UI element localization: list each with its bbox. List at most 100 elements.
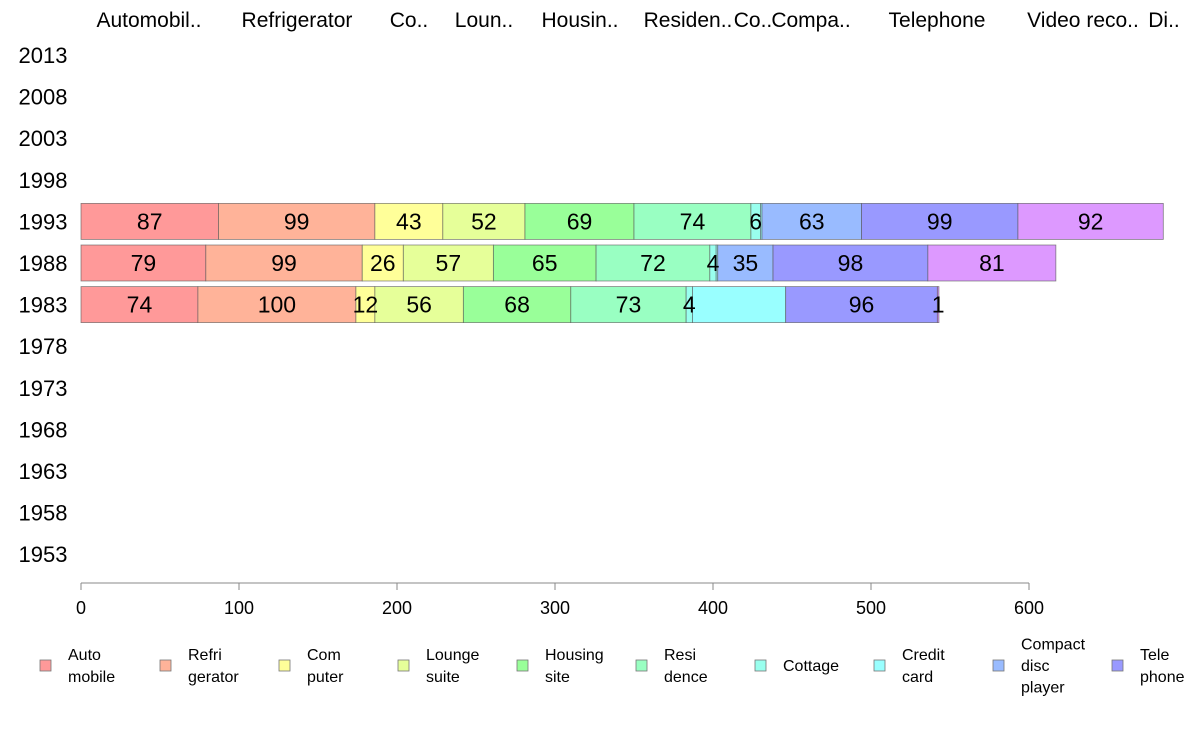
bar-value-label: 6 — [749, 208, 762, 234]
bar-value-label: 63 — [799, 208, 825, 234]
bar-value-label: 92 — [1078, 208, 1104, 234]
legend-label: mobile — [68, 669, 115, 686]
y-tick-label: 2003 — [19, 126, 68, 151]
legend-label: suite — [426, 669, 460, 686]
y-tick-label: 1988 — [19, 251, 68, 276]
bar-value-label: 99 — [927, 208, 953, 234]
bar-segment — [462, 286, 572, 324]
bar-value-label: 56 — [406, 292, 432, 318]
bar-segment — [927, 244, 1057, 282]
legend-label: disc — [1021, 658, 1049, 675]
bar-value-label: 81 — [979, 250, 1005, 276]
bar-segment — [785, 286, 938, 324]
y-tick-label: 1963 — [19, 459, 68, 484]
bar-segment — [936, 286, 940, 324]
y-tick-label: 2013 — [19, 43, 68, 68]
legend-label: card — [902, 669, 933, 686]
legend-label: Auto — [68, 647, 101, 664]
bar-value-label: 87 — [137, 208, 163, 234]
legend-label: Lounge — [426, 647, 479, 664]
legend-label: dence — [664, 669, 708, 686]
bar-segment — [595, 244, 711, 282]
y-tick-label: 1958 — [19, 501, 68, 526]
legend-swatch — [278, 659, 291, 672]
bar-segment — [374, 286, 464, 324]
bar-segment — [80, 286, 199, 324]
x-tick-label: 0 — [76, 598, 86, 618]
bar-segment — [361, 244, 404, 282]
bar-segment — [717, 244, 774, 282]
legend-label: phone — [1140, 669, 1185, 686]
bar-value-label: 68 — [504, 292, 530, 318]
x-axis: 0 100 200 300 400 500 600 — [76, 582, 1044, 618]
legend-label: Housing — [545, 647, 604, 664]
bar-value-label: 43 — [396, 208, 422, 234]
bar-segment — [692, 286, 787, 324]
y-tick-label: 1978 — [19, 334, 68, 359]
legend-swatch — [992, 659, 1005, 672]
x-tick-label: 200 — [382, 598, 412, 618]
top-label: Video reco.. — [1027, 9, 1139, 32]
x-tick-label: 500 — [856, 598, 886, 618]
y-tick-label: 1953 — [19, 542, 68, 567]
legend-label: player — [1021, 680, 1065, 697]
top-label: Loun.. — [455, 9, 513, 32]
legend-label: Cottage — [783, 658, 839, 675]
legend-swatch — [516, 659, 529, 672]
legend-swatch — [397, 659, 410, 672]
legend-label: gerator — [188, 669, 239, 686]
bar-value-label: 57 — [436, 250, 462, 276]
bar-value-label: 74 — [127, 292, 153, 318]
top-label: Residen.. — [644, 9, 733, 32]
bar-value-label: 65 — [532, 250, 558, 276]
bar-segment — [1017, 202, 1164, 240]
bar-value-label: 69 — [567, 208, 593, 234]
legend-swatch — [159, 659, 172, 672]
top-label: Di.. — [1148, 9, 1180, 32]
legend-label: Credit — [902, 647, 945, 664]
y-tick-label: 1998 — [19, 168, 68, 193]
bar-segment — [218, 202, 376, 240]
bar-value-label: 1 — [932, 292, 945, 318]
bar-value-label: 79 — [131, 250, 157, 276]
legend: Auto mobile Refri gerator Com puter Lounge suit… — [39, 636, 1185, 697]
legend-label: Compact — [1021, 636, 1086, 653]
x-tick-label: 300 — [540, 598, 570, 618]
bar-value-label: 26 — [370, 250, 396, 276]
bar-segment — [442, 202, 526, 240]
legend-swatch — [39, 659, 52, 672]
legend-swatch — [635, 659, 648, 672]
bar-segment — [861, 202, 1019, 240]
top-label: Automobil.. — [96, 9, 201, 32]
legend-label: Com — [307, 647, 341, 664]
bar-value-label: 4 — [707, 250, 720, 276]
legend-swatch — [754, 659, 767, 672]
top-label: Compa.. — [771, 9, 850, 32]
bar-value-label: 35 — [733, 250, 759, 276]
y-tick-label: 1968 — [19, 417, 68, 442]
top-category-labels: Automobil.. Refrigerator Co.. Loun.. Housin.… — [96, 9, 1179, 32]
top-label: Co.. — [734, 9, 773, 32]
x-tick-label: 400 — [698, 598, 728, 618]
bar-segment — [374, 202, 444, 240]
legend-swatch — [873, 659, 886, 672]
y-axis-tick-labels: 2013 2008 2003 1998 1993 1988 1983 1978 1973 1968… — [19, 43, 68, 567]
top-label: Telephone — [889, 9, 986, 32]
y-tick-label: 1993 — [19, 209, 68, 234]
legend-label: puter — [307, 669, 344, 686]
top-label: Refrigerator — [242, 9, 353, 32]
bar-segment — [633, 202, 752, 240]
bar-segment — [205, 244, 363, 282]
bar-value-label: 100 — [258, 292, 296, 318]
y-tick-label: 1983 — [19, 293, 68, 318]
bar-segment — [80, 202, 219, 240]
bar-value-label: 52 — [471, 208, 497, 234]
legend-label: Tele — [1140, 647, 1169, 664]
bar-value-label: 96 — [849, 292, 875, 318]
bar-value-label: 99 — [271, 250, 297, 276]
bar-value-label: 72 — [640, 250, 666, 276]
legend-label: Refri — [188, 647, 222, 664]
top-label: Housin.. — [541, 9, 618, 32]
y-tick-label: 2008 — [19, 85, 68, 110]
bars: 87 99 43 52 69 74 6 63 99 92 79 99 26 57 65 72 4 35 98 81 74… — [80, 202, 1164, 324]
